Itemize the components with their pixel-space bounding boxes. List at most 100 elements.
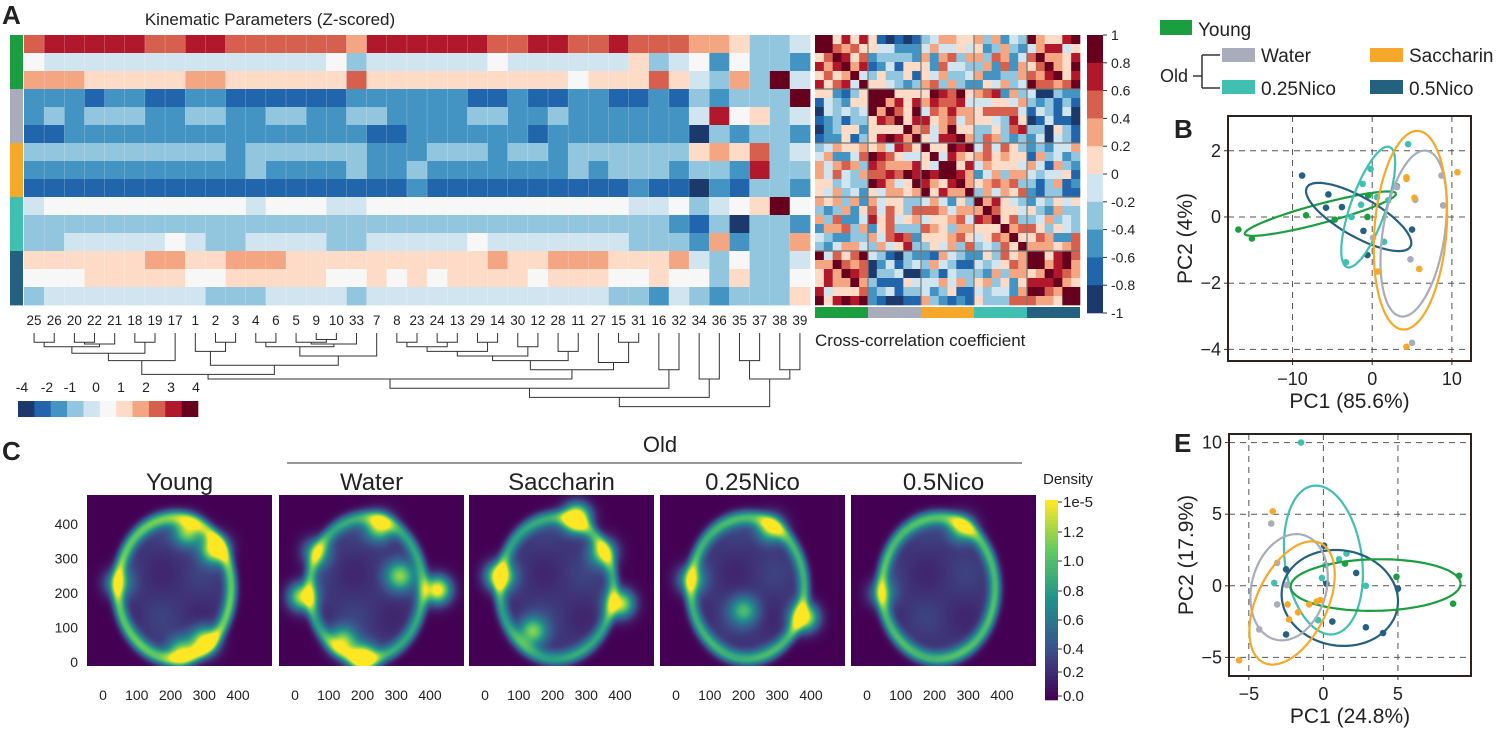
crosscorr-cell — [868, 71, 878, 81]
crosscorr-cell — [974, 62, 984, 72]
crosscorr-cell — [1053, 251, 1063, 261]
crosscorr-cell — [1035, 296, 1045, 306]
heatmap-cell — [749, 215, 771, 234]
crosscorr-cell — [1018, 215, 1028, 225]
heatmap-cell — [24, 197, 45, 216]
crosscorr-cell — [974, 269, 984, 279]
crosscorr-cell — [894, 287, 904, 297]
crosscorr-cell — [868, 296, 878, 306]
crosscorr-cell — [841, 107, 851, 117]
crosscorr-cell — [1035, 170, 1045, 180]
heatmap-cell — [588, 269, 609, 288]
crosscorr-cell — [868, 215, 878, 225]
crosscorr-cell — [1027, 44, 1037, 54]
crosscorr-cell — [1035, 107, 1045, 117]
zscore-colorbar-bin — [67, 401, 84, 417]
crosscorr-cell — [1027, 269, 1037, 279]
crosscorr-cell — [868, 98, 878, 108]
crosscorr-cell — [982, 53, 992, 63]
crosscorr-cell — [921, 170, 931, 180]
crosscorr-cell — [1000, 278, 1010, 288]
density-colorbar-bin — [1045, 652, 1058, 657]
heatmap-cell — [689, 287, 710, 306]
density-map-Water — [279, 495, 464, 666]
heatmap-cell — [447, 215, 468, 234]
crosscorr-cell — [859, 143, 869, 153]
crosscorr-cell — [947, 143, 957, 153]
crosscorr-cell — [1071, 80, 1081, 90]
crosscorr-cell — [823, 296, 833, 306]
heatmap-cell — [749, 125, 771, 144]
crosscorr-cell — [929, 206, 939, 216]
crosscorr-cell — [912, 224, 922, 234]
crosscorr-cell — [815, 278, 825, 288]
crosscorr-cell — [956, 107, 966, 117]
heatmap-cell — [144, 269, 166, 288]
heatmap-cell — [286, 269, 307, 288]
zscore-colorbar-bin — [132, 401, 150, 417]
crosscorr-cell — [859, 224, 869, 234]
crosscorr-cell — [1000, 98, 1010, 108]
crosscorr-cell — [885, 251, 895, 261]
heatmap-cell — [144, 89, 166, 108]
crosscorr-cell — [982, 260, 992, 270]
crosscorr-cell — [1035, 161, 1045, 171]
heatmap-cell — [245, 269, 267, 288]
crosscorr-cell — [921, 143, 931, 153]
density-colorbar-bin — [1045, 604, 1058, 609]
dendrogram-branch — [436, 333, 458, 343]
crosscorr-cell — [1018, 188, 1028, 198]
crosscorr-cell — [1018, 80, 1028, 90]
crosscorr-cell — [903, 224, 913, 234]
crosscorr-cell — [894, 269, 904, 279]
heatmap-cell — [709, 197, 730, 216]
crosscorr-cell — [956, 143, 966, 153]
heatmap-column-label: 14 — [490, 313, 506, 328]
heatmap-cell — [648, 179, 670, 198]
crosscorr-cell — [815, 224, 825, 234]
density-colorbar-bin — [1045, 672, 1058, 677]
crosscorr-cell — [1053, 179, 1063, 189]
crosscorr-cell — [876, 170, 886, 180]
heatmap-cell — [265, 161, 287, 180]
heatmap-cell — [165, 251, 186, 270]
crosscorr-cell — [991, 206, 1001, 216]
heatmap-cell — [628, 35, 650, 54]
crosscorr-cell — [1053, 197, 1063, 207]
zscore-colorbar-bin — [181, 401, 199, 417]
crosscorr-cell — [1071, 161, 1081, 171]
heatmap-cell — [326, 143, 347, 162]
crosscorr-cell — [974, 152, 984, 162]
dendrogram-branch — [295, 333, 327, 343]
crosscorr-cell — [965, 269, 975, 279]
crosscorr-cell — [876, 35, 886, 45]
heatmap-cell — [84, 35, 106, 54]
crosscorr-cell — [1071, 215, 1081, 225]
heatmap-cell — [366, 143, 388, 162]
heatmap-cell — [668, 269, 690, 288]
heatmap-cell — [84, 161, 106, 180]
heatmap-cell — [729, 71, 750, 90]
crosscorr-cell — [903, 44, 913, 54]
heatmap-cell — [286, 53, 307, 72]
x-tick-label: 5 — [1393, 684, 1403, 704]
crosscorr-cell — [823, 197, 833, 207]
crosscorr-cell — [876, 53, 886, 63]
heatmap-cell — [507, 53, 529, 72]
crosscorr-cell — [947, 71, 957, 81]
crosscorr-colorbar-tick: -0.6 — [1111, 249, 1135, 265]
crosscorr-cell — [1044, 98, 1054, 108]
crosscorr-cell — [850, 161, 860, 171]
heatmap-column-label: 22 — [87, 313, 102, 328]
crosscorr-cell — [947, 269, 957, 279]
crosscorr-cell — [912, 206, 922, 216]
crosscorr-cell — [982, 161, 992, 171]
crosscorr-cell — [832, 278, 842, 288]
heatmap-cell — [628, 107, 650, 126]
crosscorr-cell — [1027, 80, 1037, 90]
heatmap-cell — [84, 143, 106, 162]
heatmap-cell — [366, 215, 388, 234]
data-point — [1285, 616, 1293, 623]
crosscorr-cell — [982, 233, 992, 243]
